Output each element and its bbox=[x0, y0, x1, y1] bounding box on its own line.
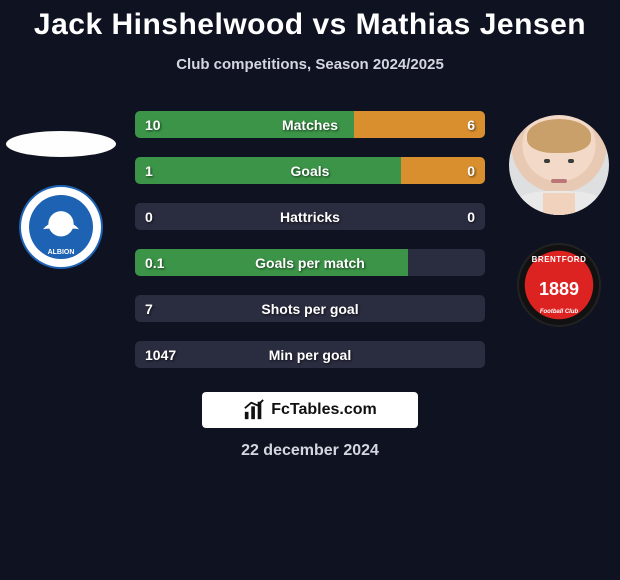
stat-row: 106Matches bbox=[135, 111, 485, 138]
left-player-column: BRIGHTON & HOVE ALBION bbox=[6, 111, 116, 269]
brand-badge: FcTables.com bbox=[202, 392, 418, 428]
left-player-avatar bbox=[6, 131, 116, 157]
stat-label: Goals per match bbox=[135, 249, 485, 276]
stat-label: Matches bbox=[135, 111, 485, 138]
left-club-crest: BRIGHTON & HOVE ALBION bbox=[19, 185, 103, 269]
brand-text: FcTables.com bbox=[271, 401, 377, 419]
right-player-avatar bbox=[509, 115, 609, 215]
right-player-column: BRENTFORD 1889 Football Club bbox=[504, 111, 614, 327]
seagull-icon bbox=[41, 219, 81, 233]
stat-label: Min per goal bbox=[135, 341, 485, 368]
comparison-panel: BRIGHTON & HOVE ALBION BRENTFORD 1889 Fo… bbox=[0, 111, 620, 368]
stat-row: 10Goals bbox=[135, 157, 485, 184]
chart-icon bbox=[243, 399, 265, 421]
crest-year: 1889 bbox=[519, 279, 599, 300]
stat-label: Goals bbox=[135, 157, 485, 184]
stat-label: Hattricks bbox=[135, 203, 485, 230]
stat-label: Shots per goal bbox=[135, 295, 485, 322]
stats-bars: 106Matches 10Goals 00Hattricks 0.1Goals per… bbox=[135, 111, 485, 368]
crest-text-top: BRENTFORD bbox=[519, 255, 599, 264]
stat-row: 00Hattricks bbox=[135, 203, 485, 230]
crest-text-top: BRIGHTON & HOVE bbox=[29, 198, 93, 204]
page-title: Jack Hinshelwood vs Mathias Jensen bbox=[0, 0, 620, 42]
crest-text-bottom: ALBION bbox=[29, 249, 93, 256]
subtitle: Club competitions, Season 2024/2025 bbox=[0, 56, 620, 73]
stat-row: 7Shots per goal bbox=[135, 295, 485, 322]
date-text: 22 december 2024 bbox=[0, 442, 620, 460]
stat-row: 0.1Goals per match bbox=[135, 249, 485, 276]
crest-text-bottom: Football Club bbox=[519, 309, 599, 315]
stat-row: 1047Min per goal bbox=[135, 341, 485, 368]
right-club-crest: BRENTFORD 1889 Football Club bbox=[517, 243, 601, 327]
